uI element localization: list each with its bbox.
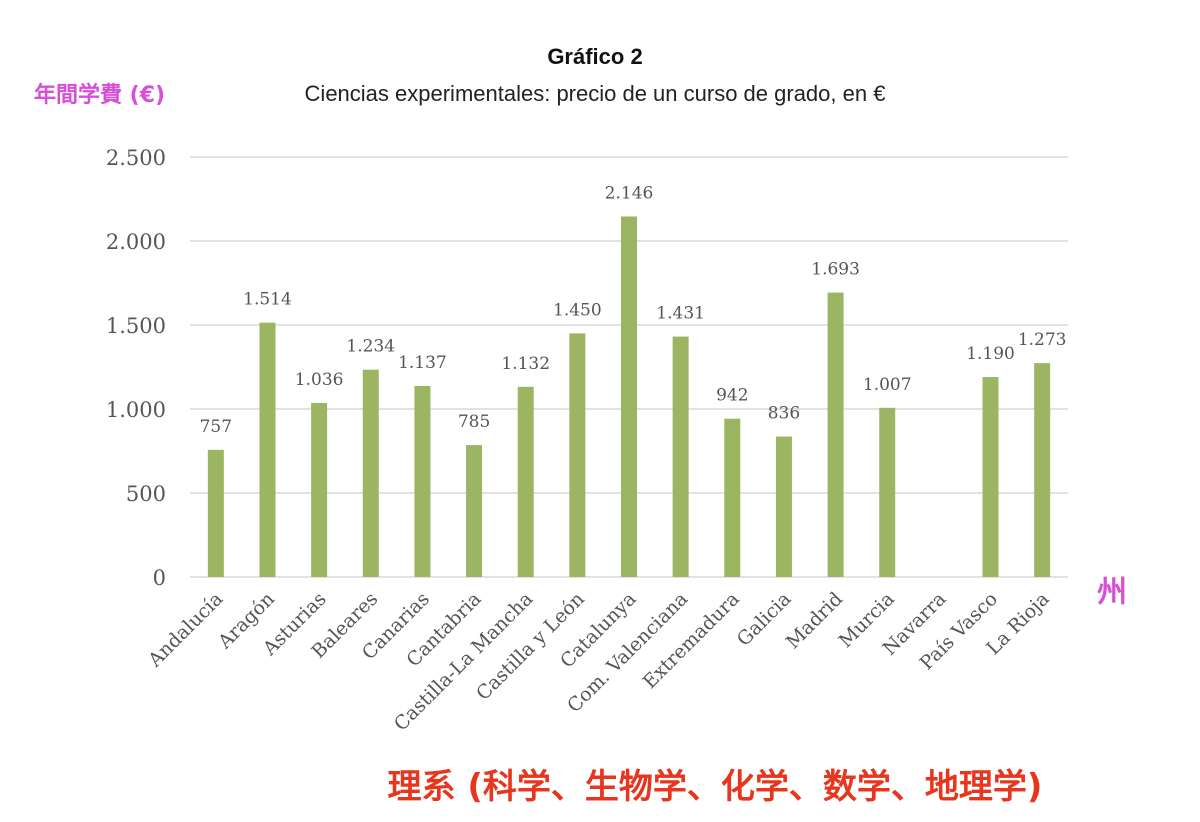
bar (775, 436, 792, 577)
y-tick-label: 2.000 (106, 230, 166, 254)
bar (569, 333, 586, 577)
data-label: 942 (716, 386, 748, 406)
data-label: 1.514 (243, 290, 292, 310)
data-label: 2.146 (605, 183, 654, 203)
y-tick-label: 500 (126, 482, 166, 506)
bar (414, 385, 431, 577)
y-tick-label: 2.500 (106, 146, 166, 170)
bar (1034, 363, 1051, 577)
bar (827, 292, 844, 577)
data-label: 1.137 (398, 353, 447, 373)
bar (982, 377, 999, 577)
y-annotation: 年間学費 (€) (34, 82, 165, 108)
bar (207, 449, 224, 577)
x-annotation: 州 (1097, 575, 1127, 610)
data-label: 1.693 (811, 260, 860, 280)
x-tick-label: Madrid (782, 588, 847, 653)
bar (672, 336, 689, 577)
data-label: 785 (458, 412, 490, 432)
data-label: 1.190 (966, 344, 1015, 364)
data-label: 1.132 (501, 354, 550, 374)
bar (311, 402, 328, 577)
bar (517, 386, 534, 577)
data-label: 1.007 (863, 375, 912, 395)
data-label: 1.273 (1018, 330, 1067, 350)
bar (362, 369, 379, 577)
data-label: 836 (768, 404, 800, 424)
y-tick-label: 0 (153, 566, 166, 590)
data-label: 1.431 (656, 304, 705, 324)
data-label: 1.234 (346, 337, 395, 357)
chart-title: Gráfico 2 (547, 44, 642, 69)
bar (259, 322, 276, 577)
x-axis-ticks: AndalucíaAragónAsturiasBalearesCanariasC… (143, 588, 1053, 735)
y-axis-ticks: 0 500 1.000 1.500 2.000 2.500 (106, 146, 166, 590)
bar (466, 445, 483, 577)
data-label: 1.036 (295, 370, 344, 390)
x-tick-label: Andalucía (143, 588, 227, 672)
caption-annotation: 理系 (科学、生物学、化学、数学、地理学) (388, 767, 1043, 807)
bar (621, 216, 637, 578)
data-label: 757 (200, 417, 232, 437)
bar (724, 418, 741, 577)
data-label: 1.450 (553, 300, 602, 320)
y-tick-label: 1.500 (106, 314, 166, 338)
chart-subtitle: Ciencias experimentales: precio de un cu… (305, 81, 886, 106)
y-tick-label: 1.000 (106, 398, 166, 422)
bar (879, 407, 896, 577)
bars (207, 216, 1051, 578)
